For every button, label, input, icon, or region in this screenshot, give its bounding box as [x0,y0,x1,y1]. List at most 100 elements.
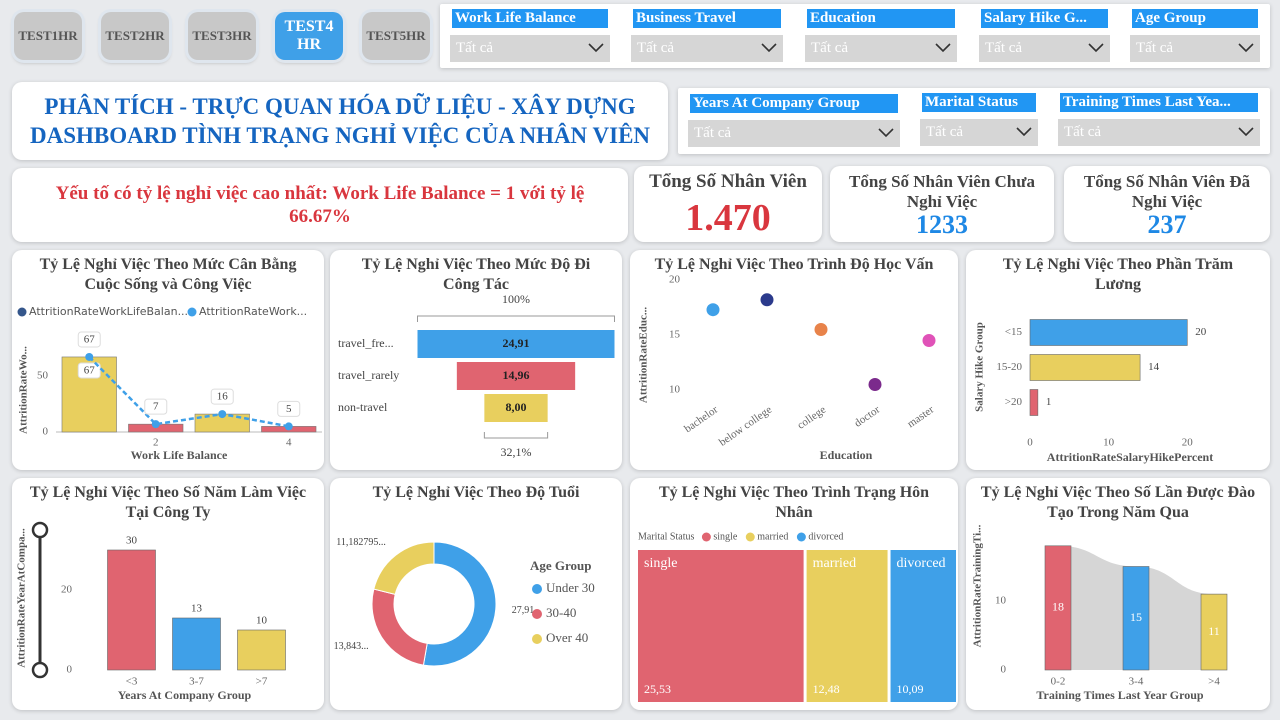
data-label: 67 [84,364,96,376]
tab-button[interactable]: TEST3HR [188,12,256,60]
chart: 0 10 20 <15 20 15-20 14 >20 1 Salary Hike Group At… [974,319,1213,464]
legend-title: Age Group [530,558,592,573]
chevron-path [878,128,894,138]
title-panel: PHÂN TÍCH - TRỰC QUAN HÓA DỮ LIỆU - XÂY … [12,82,668,160]
line-point [218,410,227,419]
slicer-header: Work Life Balance [452,9,608,28]
tab-button[interactable]: TEST1HR [14,12,82,60]
bar [1029,354,1141,381]
slicer-header: Marital Status [922,93,1036,112]
slicer-header: Years At Company Group [690,94,898,113]
bar [237,629,286,671]
slicer-dropdown[interactable]: Tất cả [920,119,1038,146]
legend-label: married [757,531,788,542]
chevron-path [588,43,604,53]
x-tick-label: college [795,404,828,432]
chart-title: Tỷ Lệ Nghỉ Việc Theo Mức Độ Đi Công Tác [361,256,591,293]
kpi-card: Tổng Số Nhân Viên Đã Nghỉ Việc 237 [1064,166,1270,242]
slicer-header: Age Group [1132,9,1258,28]
chart-title: Tỷ Lệ Nghỉ Việc Theo Trình Trạng Hôn Nhâ… [658,484,930,521]
donut-slice [373,541,435,595]
axis-title: Salary Hike Group [974,322,986,412]
chart-title: Tỷ Lệ Nghỉ Việc Theo Mức Cân Bằng Cuộc S… [39,256,297,293]
kpi-card: Tổng Số Nhân Viên 1.470 [634,166,822,242]
category-label: non-travel [338,400,388,414]
chart-title: Tỷ Lệ Nghỉ Việc Theo Phần Trăm Lương [1002,256,1234,293]
chart: 0 10 AttritionRateTrainingTi... Training Ti… [972,524,1228,702]
treemap-tile [806,550,888,702]
legend-label: divorced [808,531,843,542]
axis-title: Education [820,448,873,462]
bar [107,549,156,671]
data-label: 13 [191,603,203,615]
chart-panel: 0 20 AttritionRateYearAtCompa... Years At C… [12,478,324,710]
data-label: 1 [1046,396,1052,408]
insight-panel: Yếu tố có tỷ lệ nghỉ việc cao nhất: Work… [12,168,628,242]
line-point [151,420,160,429]
kpi-card: Tổng Số Nhân Viên Chưa Nghỉ Việc 1233 [830,166,1054,242]
slicer-dropdown[interactable]: Tất cả [450,35,610,62]
data-label: 27,91... [512,605,542,616]
label-box [77,362,101,379]
chevron-path [1088,43,1104,53]
label-box [210,388,234,405]
slicer-header: Business Travel [633,9,781,28]
funnel-bar [484,394,548,422]
tile-value: 25,53 [644,682,671,696]
x-tick-label: master [905,404,936,431]
tab-button[interactable]: TEST5HR [362,12,430,60]
chevron [588,43,604,53]
dashboard-title: PHÂN TÍCH - TRỰC QUAN HÓA DỮ LIỆU - XÂY … [29,94,651,148]
slider-handle [31,661,49,679]
bar [1122,566,1150,671]
y-tick-label: 20 [669,274,681,286]
chevron [1088,43,1104,53]
tab-button[interactable]: TEST4 HR [275,12,343,60]
chevron-path [935,43,951,53]
y-tick-label: 10 [995,595,1007,607]
ribbon [1136,566,1214,670]
kpi-label: Tổng Số Nhân Viên [649,171,807,192]
kpi-value: 237 [1147,210,1187,239]
chevron-path [761,43,777,53]
x-tick-label: doctor [852,404,882,430]
tab-button[interactable]: TEST2HR [101,12,169,60]
slicer-dropdown[interactable]: Tất cả [631,35,783,62]
category-label: travel_rarely [338,368,399,382]
slicer-dropdown[interactable]: Tất cả [805,35,957,62]
y-tick-label: <15 [1005,326,1023,338]
axis-title: Work Life Balance [131,448,228,462]
slicer-dropdown[interactable]: Tất cả [1130,35,1260,62]
y-tick-label: 0 [1001,664,1007,676]
y-tick-label: 20 [61,584,73,596]
funnel-top-label: 100% [502,292,530,306]
x-tick-label: below college [717,404,774,449]
funnel-bracket [417,315,615,322]
chart: 10 15 20 AttritionRateEduc... Education bache… [638,274,937,462]
legend-marker [17,307,27,317]
data-label: 11 [1208,624,1220,638]
chart-title: Tỷ Lệ Nghỉ Việc Theo Trình Độ Học Vấn [654,256,934,273]
kpi-value: 1233 [916,210,968,239]
funnel-bottom-label: 32,1% [501,445,532,459]
chart-panel: 0 50 AttritionRateWo... Work Life Balance 2 4… [12,250,324,470]
y-tick-label: 15 [669,329,681,341]
slicer-dropdown[interactable]: Tất cả [1058,119,1260,146]
chart-title: Tỷ Lệ Nghỉ Việc Theo Độ Tuổi [372,484,580,501]
slicer-dropdown[interactable]: Tất cả [979,35,1110,62]
data-label: 20 [1195,326,1207,338]
y-tick-label: 50 [37,370,49,382]
legend-label: Over 40 [546,630,588,645]
legend-marker [187,307,197,317]
label-box [277,400,301,417]
data-label: 14,96 [503,368,530,382]
chart-panel: 27,91... 13,843... 11,182795... Age Group Un… [330,478,622,710]
scatter-point [706,303,720,317]
x-tick-label: 2 [153,437,159,449]
chevron [878,128,894,138]
slicer-dropdown[interactable]: Tất cả [688,120,900,147]
line-point [284,422,293,431]
legend-marker [532,584,542,594]
data-label: 10 [256,615,268,627]
